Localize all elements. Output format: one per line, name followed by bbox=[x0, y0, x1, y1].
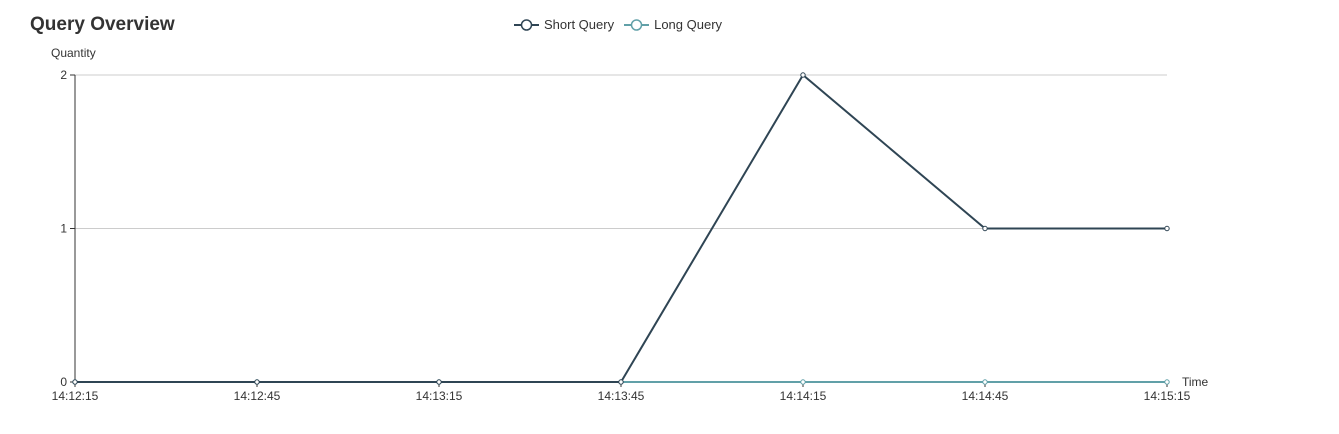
chart-title: Query Overview bbox=[30, 14, 175, 35]
data-point-s0-2[interactable] bbox=[436, 379, 442, 385]
x-tick-label-5: 14:14:45 bbox=[962, 389, 1009, 403]
legend-label-long-query: Long Query bbox=[654, 17, 723, 32]
data-point-s1-6[interactable] bbox=[1164, 379, 1170, 385]
data-point-s0-1[interactable] bbox=[254, 379, 260, 385]
legend: Short Query Long Query bbox=[514, 17, 722, 32]
x-tick-label-1: 14:12:45 bbox=[234, 389, 281, 403]
legend-item-long-query[interactable]: Long Query bbox=[624, 17, 722, 32]
x-tick-label-2: 14:13:15 bbox=[416, 389, 463, 403]
y-tick-label-0: 0 bbox=[60, 375, 67, 389]
x-tick-label-6: 14:15:15 bbox=[1144, 389, 1191, 403]
x-tick-label-3: 14:13:45 bbox=[598, 389, 645, 403]
data-point-s0-4[interactable] bbox=[800, 72, 806, 78]
data-point-s0-5[interactable] bbox=[982, 225, 988, 232]
x-tick-label-0: 14:12:15 bbox=[52, 389, 99, 403]
data-point-s0-3[interactable] bbox=[618, 379, 624, 385]
data-point-s0-0[interactable] bbox=[72, 379, 78, 385]
legend-marker-short-query bbox=[514, 18, 539, 31]
data-point-s0-6[interactable] bbox=[1164, 225, 1170, 232]
y-axis-label: Quantity bbox=[51, 46, 96, 60]
y-tick-label-1: 1 bbox=[60, 222, 67, 236]
x-tick-label-4: 14:14:15 bbox=[780, 389, 827, 403]
y-tick-label-2: 2 bbox=[60, 68, 67, 82]
data-point-s1-4[interactable] bbox=[800, 379, 806, 385]
data-point-s1-5[interactable] bbox=[982, 379, 988, 385]
x-axis-label: Time bbox=[1182, 375, 1209, 389]
legend-label-short-query: Short Query bbox=[544, 17, 615, 32]
legend-item-short-query[interactable]: Short Query bbox=[514, 17, 614, 32]
legend-marker-long-query bbox=[624, 18, 650, 31]
